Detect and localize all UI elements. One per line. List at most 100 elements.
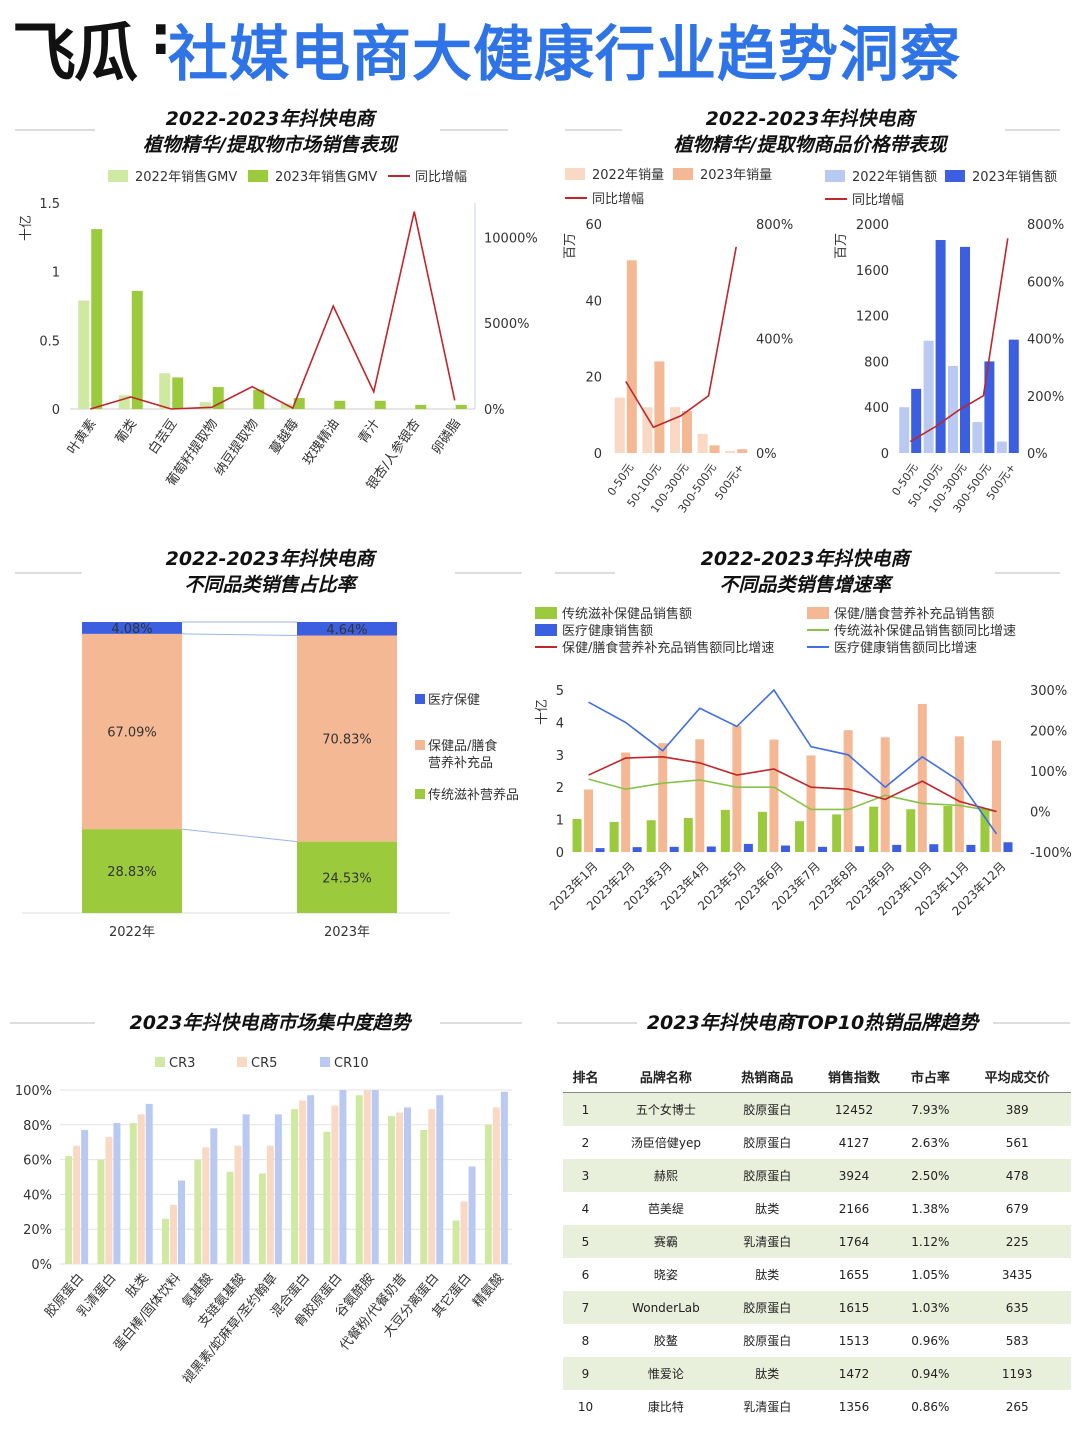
- bar-2022: [996, 441, 1007, 453]
- table-cell: 乳清蛋白: [723, 1225, 811, 1258]
- bar-2022: [614, 397, 625, 453]
- table-cell: 389: [963, 1092, 1071, 1126]
- growth-line: [909, 238, 1009, 443]
- table-row: 1 五个女博士 胶原蛋白 12452 7.93% 389: [563, 1092, 1071, 1126]
- legend-label: CR3: [169, 1056, 195, 1071]
- bar-cr5: [396, 1112, 403, 1264]
- growth-line-1: [588, 756, 997, 813]
- table-cell: 10: [577, 1399, 594, 1414]
- chart-title-line1: 2022-2023年抖快电商: [165, 548, 375, 570]
- page-title: 社媒电商大健康行业趋势洞察: [168, 20, 961, 90]
- y-tick-label: 4: [556, 716, 564, 731]
- table-row: 4 芭美缇 肽类 2166 1.38% 679: [563, 1192, 1071, 1225]
- table-cell: 7: [563, 1291, 608, 1324]
- bar-2023: [960, 246, 970, 453]
- table-cell: 6: [581, 1267, 590, 1282]
- table-row: 7 WonderLab 胶原蛋白 1615 1.03% 635: [563, 1291, 1071, 1324]
- x-tick-label: 卵磷脂: [429, 417, 464, 458]
- chart-title-line2: 不同品类销售占比率: [184, 574, 356, 596]
- legend-label: 2023年销售额: [972, 169, 1057, 185]
- x-tick-label: 玫瑰精油: [300, 416, 343, 468]
- bar-2022: [159, 373, 171, 409]
- table-cell: 汤臣倍健yep: [630, 1136, 701, 1150]
- table-cell: 679: [1005, 1201, 1029, 1216]
- bar-cr3: [323, 1131, 331, 1264]
- bar-series-1: [843, 730, 853, 852]
- y-tick-label: 0.5: [39, 334, 60, 349]
- bar-series-2: [1003, 842, 1013, 852]
- table-cell: 1513: [838, 1333, 870, 1348]
- legend-swatch: [673, 168, 693, 180]
- x-tick-label: 葡类: [113, 417, 140, 447]
- y2-tick-label: 600%: [1027, 275, 1064, 290]
- bar-series-1: [621, 752, 631, 852]
- bar-2022: [670, 407, 680, 453]
- decor-arrows: [557, 1022, 1070, 1024]
- y2-tick-label: 0%: [1027, 447, 1048, 462]
- x-tick-label: 精氨酸: [470, 1271, 507, 1311]
- table-row: 8 胶鳌 胶原蛋白 1513 0.96% 583: [563, 1324, 1071, 1357]
- y-tick-label: 1: [52, 266, 60, 281]
- stacked-segment-0: [82, 829, 182, 913]
- bar-cr5: [234, 1145, 242, 1264]
- legend-label: 2022年销量: [592, 168, 664, 183]
- table-cell: 2.63%: [911, 1135, 950, 1150]
- bar-series-2: [706, 846, 716, 852]
- legend-label: CR5: [251, 1056, 277, 1071]
- y-tick-label: 20: [585, 371, 602, 386]
- bar-series-2: [966, 844, 976, 852]
- bar-2022: [697, 433, 708, 453]
- y-tick-label: 800: [864, 355, 889, 370]
- bar-2023: [682, 411, 692, 453]
- bar-series-0: [609, 821, 619, 852]
- bar-cr3: [129, 1123, 137, 1264]
- header-colon: :: [150, 4, 172, 67]
- table-header-cell: 平均成交价: [963, 1060, 1071, 1093]
- chart-title-line2: 植物精华/提取物市场销售表现: [143, 134, 397, 156]
- y-tick-label: 400: [864, 401, 889, 416]
- table-cell: 561: [1005, 1135, 1029, 1150]
- y-tick-label: 1600: [856, 264, 889, 279]
- legend-label: 同比增幅: [852, 193, 904, 208]
- data-label: 28.83%: [107, 865, 157, 880]
- table-row: 10 康比特 乳清蛋白 1356 0.86% 265: [563, 1390, 1071, 1423]
- stacked-segment-1: [297, 635, 397, 842]
- table-cell: 胶原蛋白: [743, 1136, 792, 1150]
- chart-title-line2: 不同品类销售增速率: [719, 574, 891, 596]
- data-label: 4.08%: [111, 622, 152, 637]
- table-cell: 4: [581, 1201, 590, 1216]
- bar-2023: [293, 398, 305, 409]
- table-cell: 肽类: [755, 1268, 780, 1282]
- stacked-segment-2: [82, 622, 182, 634]
- table-cell: 康比特: [647, 1400, 684, 1414]
- legend-swatch: [248, 170, 268, 182]
- table-cell: 乳清蛋白: [743, 1400, 792, 1414]
- bar-2023: [455, 404, 467, 409]
- chart-title-line2: 植物精华/提取物商品价格带表现: [673, 134, 947, 156]
- data-label: 70.83%: [322, 733, 372, 748]
- legend-label: 医疗健康销售额: [562, 623, 653, 639]
- bar-series-1: [584, 789, 594, 852]
- bar-2023: [172, 377, 184, 409]
- x-tick-label: 2023年: [324, 925, 370, 940]
- chart-panel-category-growth: 2022-2023年抖快电商 不同品类销售增速率 传统滋补保健品销售额 保健/膳食…: [530, 540, 1080, 960]
- table-cell: 583: [1005, 1333, 1029, 1348]
- bar-series-1: [658, 743, 668, 852]
- bar-series-2: [929, 844, 939, 852]
- bar-cr10: [339, 1090, 347, 1264]
- x-tick-label: 叶黄素: [65, 417, 100, 458]
- bar-cr10: [500, 1091, 508, 1264]
- table-header-cell: 市占率: [897, 1060, 964, 1093]
- data-label: 67.09%: [107, 725, 157, 740]
- legend-swatch: [807, 607, 829, 619]
- legend-swatch: [415, 694, 425, 704]
- bar-2023: [626, 260, 637, 453]
- legend-label: 传统滋补保健品销售额: [562, 606, 692, 622]
- legend-swatch: [108, 170, 128, 182]
- y-tick-label: 0%: [31, 1258, 52, 1273]
- bar-cr5: [428, 1109, 436, 1264]
- bar-series-1: [991, 740, 1001, 852]
- y-tick-label: 80%: [23, 1119, 52, 1134]
- table-cell: 2.50%: [897, 1159, 964, 1192]
